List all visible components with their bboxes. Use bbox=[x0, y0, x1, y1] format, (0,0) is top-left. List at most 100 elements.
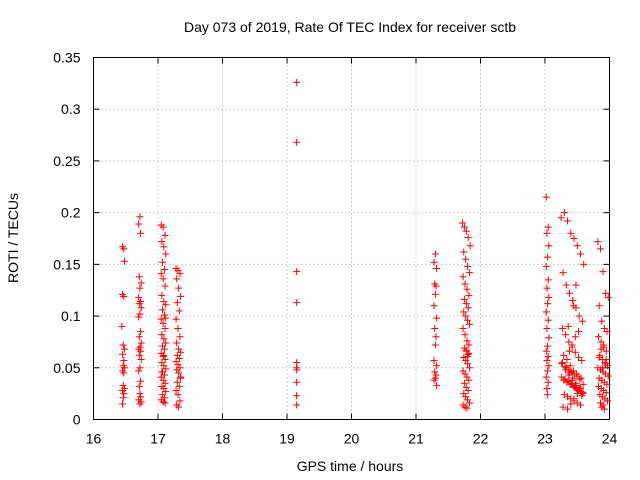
data-point bbox=[120, 292, 128, 300]
data-point bbox=[120, 245, 128, 253]
data-point bbox=[596, 245, 604, 253]
x-tick-label: 18 bbox=[215, 431, 231, 447]
y-axis-label: ROTI / TECUs bbox=[5, 193, 21, 283]
x-tick-label: 16 bbox=[86, 431, 102, 447]
data-point bbox=[460, 390, 468, 398]
data-point bbox=[560, 209, 568, 217]
data-point bbox=[604, 293, 612, 301]
data-point bbox=[119, 400, 127, 408]
data-point bbox=[558, 324, 566, 332]
data-point bbox=[543, 357, 551, 365]
data-point bbox=[462, 227, 470, 235]
data-point bbox=[120, 390, 128, 398]
data-point bbox=[463, 285, 471, 293]
data-point bbox=[460, 353, 468, 361]
data-point bbox=[571, 333, 579, 341]
data-point bbox=[600, 405, 608, 413]
data-point bbox=[460, 296, 468, 304]
y-tick-labels: 0 0.05 0.1 0.15 0.2 0.25 0.3 0.35 bbox=[53, 50, 80, 428]
data-point bbox=[602, 389, 610, 397]
data-point bbox=[162, 301, 170, 309]
data-point bbox=[568, 376, 576, 384]
data-point bbox=[174, 361, 182, 369]
data-point bbox=[162, 250, 170, 258]
data-point bbox=[161, 231, 169, 239]
data-point bbox=[544, 276, 552, 284]
data-point bbox=[430, 258, 438, 266]
data-point bbox=[545, 362, 553, 370]
y-tick-label: 0.25 bbox=[53, 153, 80, 169]
data-point bbox=[433, 314, 441, 322]
data-point bbox=[137, 229, 145, 237]
data-point bbox=[159, 319, 167, 327]
data-point bbox=[293, 138, 301, 146]
data-point bbox=[572, 281, 580, 289]
data-point bbox=[161, 282, 169, 290]
data-point bbox=[564, 322, 572, 330]
data-point bbox=[462, 255, 470, 263]
data-point bbox=[293, 299, 301, 307]
data-point bbox=[580, 260, 588, 268]
data-point bbox=[545, 334, 553, 342]
data-point bbox=[545, 293, 553, 301]
data-point bbox=[460, 248, 468, 256]
data-point bbox=[569, 302, 577, 310]
data-point bbox=[462, 346, 470, 354]
data-point bbox=[562, 281, 570, 289]
data-point bbox=[160, 266, 168, 274]
data-point bbox=[119, 387, 127, 395]
data-point bbox=[463, 404, 471, 412]
data-point bbox=[542, 308, 550, 316]
data-point bbox=[120, 369, 128, 377]
data-point bbox=[577, 388, 585, 396]
data-point bbox=[173, 378, 181, 386]
data-point bbox=[172, 315, 180, 323]
data-point bbox=[135, 313, 143, 321]
data-point bbox=[293, 78, 301, 86]
data-point bbox=[595, 333, 603, 341]
data-point bbox=[464, 387, 472, 395]
data-point bbox=[559, 269, 567, 277]
data-point bbox=[160, 243, 168, 251]
data-point bbox=[602, 360, 610, 368]
data-point bbox=[431, 324, 439, 332]
data-point bbox=[566, 289, 574, 297]
data-point bbox=[565, 338, 573, 346]
data-point bbox=[598, 364, 606, 372]
data-point bbox=[466, 364, 474, 372]
x-tick-label: 20 bbox=[344, 431, 360, 447]
data-point bbox=[461, 280, 469, 288]
data-point bbox=[137, 356, 145, 364]
data-point bbox=[466, 242, 474, 250]
data-point bbox=[568, 341, 576, 349]
data-point bbox=[579, 380, 587, 388]
data-point bbox=[177, 348, 185, 356]
data-point bbox=[137, 279, 145, 287]
data-point bbox=[570, 235, 578, 242]
data-point bbox=[460, 308, 468, 316]
data-point bbox=[604, 372, 612, 380]
data-point bbox=[158, 368, 166, 376]
data-point bbox=[135, 273, 143, 281]
data-point bbox=[543, 229, 551, 237]
data-point bbox=[160, 311, 168, 319]
data-point bbox=[542, 373, 550, 381]
data-point bbox=[464, 396, 472, 404]
data-point bbox=[603, 380, 611, 388]
data-point bbox=[120, 345, 128, 353]
data-point bbox=[161, 356, 169, 364]
data-point bbox=[430, 302, 438, 310]
data-point bbox=[559, 403, 567, 411]
data-point bbox=[159, 352, 167, 360]
data-point bbox=[566, 347, 574, 355]
grid-lines bbox=[93, 57, 610, 420]
data-point bbox=[459, 273, 467, 281]
x-tick-label: 22 bbox=[473, 431, 489, 447]
data-point bbox=[176, 397, 184, 405]
data-point bbox=[600, 341, 608, 349]
data-point bbox=[567, 229, 575, 237]
data-point bbox=[175, 354, 183, 362]
data-point bbox=[462, 383, 470, 391]
data-point bbox=[431, 368, 439, 376]
